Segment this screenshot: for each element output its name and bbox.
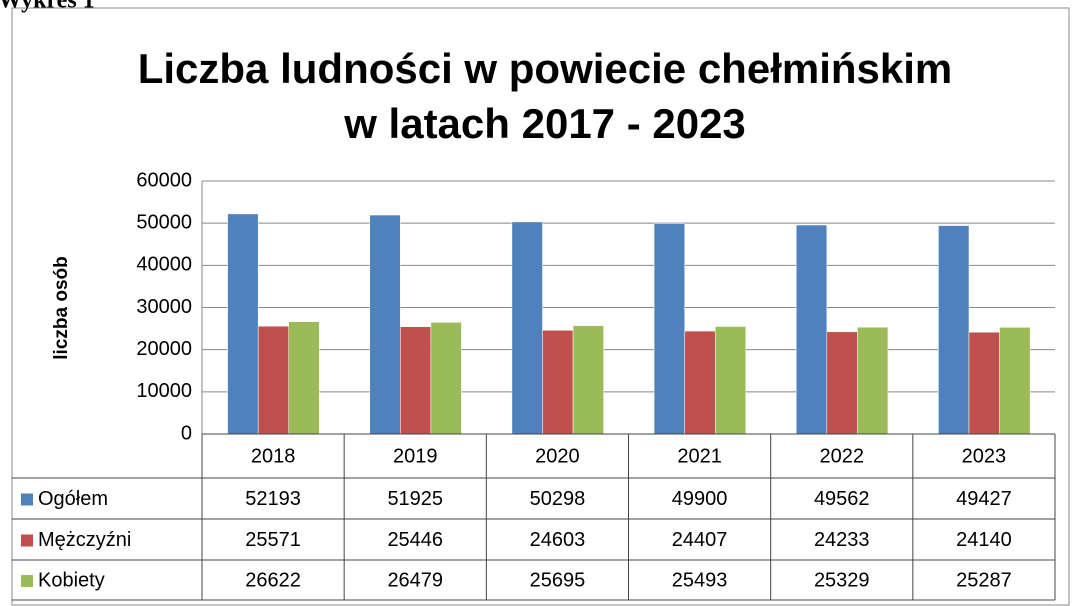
y-tick-label: 30000 (136, 296, 192, 318)
y-tick-label: 40000 (136, 254, 192, 276)
y-tick-label: 50000 (136, 211, 192, 233)
caption: Wykres 1 (0, 0, 95, 14)
table-value: 25329 (814, 569, 870, 591)
table-value: 26622 (245, 569, 301, 591)
table-value: 49427 (956, 488, 1012, 510)
bar (968, 331, 1000, 435)
legend-label: Ogółem (38, 488, 108, 510)
x-tick-label: 2018 (251, 445, 296, 467)
table-value: 50298 (530, 488, 586, 510)
table-value: 25446 (387, 529, 443, 551)
bar (542, 330, 574, 435)
table-value: 49900 (672, 488, 728, 510)
bar (430, 322, 462, 435)
table-value: 26479 (387, 569, 443, 591)
y-axis-label: liczba osób (51, 256, 72, 359)
legend-label: Kobiety (38, 569, 105, 591)
table-value: 52193 (245, 488, 301, 510)
table-value: 25493 (672, 569, 728, 591)
bar (826, 331, 858, 435)
bar (684, 330, 716, 435)
legend-swatch (21, 493, 33, 506)
bar (714, 326, 747, 435)
table-value: 25695 (530, 569, 586, 591)
bar (511, 221, 543, 435)
x-tick-label: 2020 (535, 445, 580, 467)
bar (257, 325, 289, 435)
x-tick-label: 2023 (962, 445, 1007, 467)
chart-title: Liczba ludności w powiecie chełmińskim (138, 45, 953, 92)
bar (653, 223, 685, 435)
bar (938, 225, 970, 435)
y-tick-label: 20000 (136, 338, 192, 360)
chart-title: w latach 2017 - 2023 (343, 100, 746, 147)
legend-swatch (21, 575, 33, 587)
bar (400, 326, 432, 435)
table-value: 24407 (672, 529, 728, 551)
legend-label: Mężczyźni (38, 529, 131, 551)
y-tick-label: 0 (181, 422, 192, 444)
bar (796, 224, 828, 435)
bar (857, 326, 889, 435)
legend-swatch (21, 534, 33, 547)
bar (288, 321, 320, 435)
bar (999, 327, 1031, 435)
table-value: 51925 (387, 488, 443, 510)
table-value: 25571 (245, 529, 301, 551)
table-value: 49562 (814, 488, 870, 510)
table-value: 24140 (956, 529, 1012, 551)
bar (227, 213, 259, 435)
x-tick-label: 2019 (393, 445, 438, 467)
table-value: 24603 (530, 529, 586, 551)
bar (369, 214, 401, 435)
bar (572, 325, 604, 435)
table-value: 25287 (956, 569, 1012, 591)
y-tick-label: 60000 (136, 169, 192, 191)
x-tick-label: 2022 (820, 445, 865, 467)
table-value: 24233 (814, 529, 870, 551)
x-tick-label: 2021 (677, 445, 722, 467)
y-tick-label: 10000 (136, 380, 192, 402)
